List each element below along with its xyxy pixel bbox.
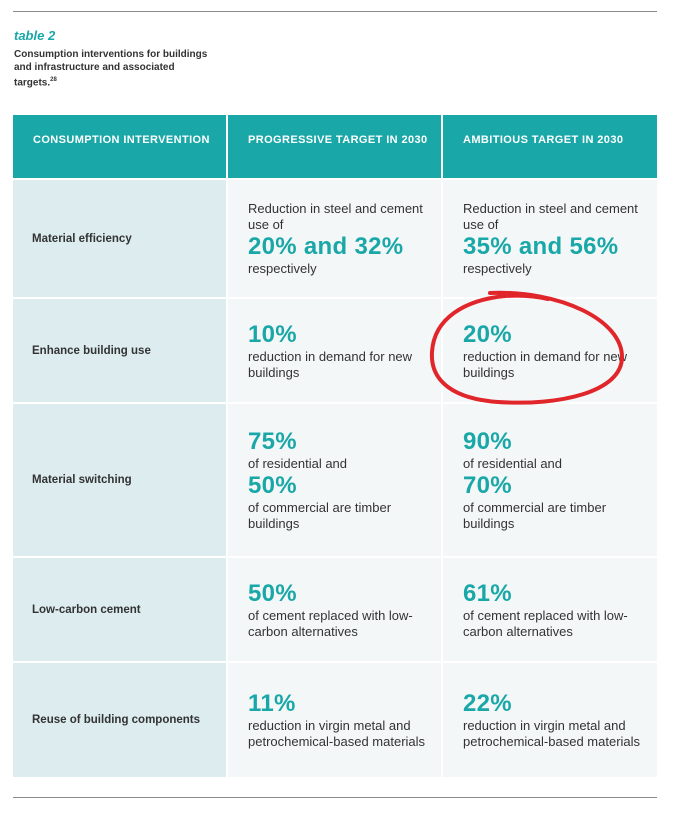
- cell-text-post: reduction in virgin metal and petrochemi…: [463, 718, 641, 749]
- cell-text-mid: of residential and: [248, 456, 348, 471]
- header-ambitious-target: AMBITIOUS TARGET IN 2030: [443, 115, 657, 178]
- header-progressive-target: PROGRESSIVE TARGET IN 2030: [228, 115, 441, 178]
- row-label-low-carbon-cement: Low-carbon cement: [13, 558, 226, 661]
- cell-progressive-low-carbon-cement: 50% of cement replaced with low-carbon a…: [228, 558, 441, 661]
- table-caption: Consumption interventions for buildings …: [14, 48, 214, 89]
- table-number: table 2: [14, 28, 56, 43]
- cell-big-value-commercial: 70%: [463, 472, 512, 499]
- cell-big-value-residential: 90%: [463, 428, 512, 455]
- cell-ambitious-low-carbon-cement: 61% of cement replaced with low-carbon a…: [443, 558, 657, 661]
- row-label-material-efficiency: Material efficiency: [13, 180, 226, 297]
- cell-text-mid: of residential and: [463, 456, 563, 471]
- cell-progressive-material-efficiency: Reduction in steel and cement use of 20%…: [228, 180, 441, 297]
- cell-ambitious-material-efficiency: Reduction in steel and cement use of 35%…: [443, 180, 657, 297]
- cell-big-value: 20%: [463, 320, 512, 348]
- cell-text-post: respectively: [463, 260, 532, 276]
- cell-big-value-residential: 75%: [248, 428, 297, 455]
- cell-big-value-commercial: 50%: [248, 472, 297, 499]
- cell-ambitious-reuse-building-components: 22% reduction in virgin metal and petroc…: [443, 663, 657, 777]
- cell-big-value: 11%: [248, 690, 296, 717]
- cell-text-post: respectively: [248, 260, 317, 276]
- cell-progressive-reuse-building-components: 11% reduction in virgin metal and petroc…: [228, 663, 441, 777]
- interventions-table: CONSUMPTION INTERVENTION PROGRESSIVE TAR…: [13, 115, 657, 777]
- cell-progressive-enhance-building-use: 10% reduction in demand for new building…: [228, 299, 441, 402]
- cell-big-value: 20% and 32%: [248, 232, 404, 260]
- cell-text-pre: Reduction in steel and cement use of: [463, 200, 638, 232]
- row-label-enhance-building-use: Enhance building use: [13, 299, 226, 402]
- cell-text-post: of commercial are timber buildings: [463, 500, 607, 531]
- cell-text-pre: Reduction in steel and cement use of: [248, 200, 423, 232]
- cell-big-value: 22%: [463, 690, 512, 717]
- cell-ambitious-material-switching: 90% of residential and 70% of commercial…: [443, 404, 657, 556]
- row-label-material-switching: Material switching: [13, 404, 226, 556]
- cell-text-post: reduction in virgin metal and petrochemi…: [248, 718, 426, 749]
- cell-big-value: 50%: [248, 579, 297, 607]
- row-label-reuse-building-components: Reuse of building components: [13, 663, 226, 777]
- top-divider: [13, 11, 657, 12]
- cell-big-value: 61%: [463, 579, 512, 607]
- cell-text-post: reduction in demand for new buildings: [248, 348, 413, 380]
- bottom-divider: [13, 797, 657, 798]
- cell-progressive-material-switching: 75% of residential and 50% of commercial…: [228, 404, 441, 556]
- cell-text-post: of commercial are timber buildings: [248, 500, 392, 531]
- cell-big-value: 10%: [248, 320, 297, 348]
- cell-big-value: 35% and 56%: [463, 232, 619, 260]
- caption-text: Consumption interventions for buildings …: [14, 49, 208, 89]
- cell-text-post: of cement replaced with low-carbon alter…: [463, 607, 628, 639]
- cell-text-post: reduction in demand for new buildings: [463, 348, 628, 380]
- caption-footnote-ref: 28: [50, 77, 57, 83]
- cell-text-post: of cement replaced with low-carbon alter…: [248, 607, 413, 639]
- cell-ambitious-enhance-building-use: 20% reduction in demand for new building…: [443, 299, 657, 402]
- header-consumption-intervention: CONSUMPTION INTERVENTION: [13, 115, 226, 178]
